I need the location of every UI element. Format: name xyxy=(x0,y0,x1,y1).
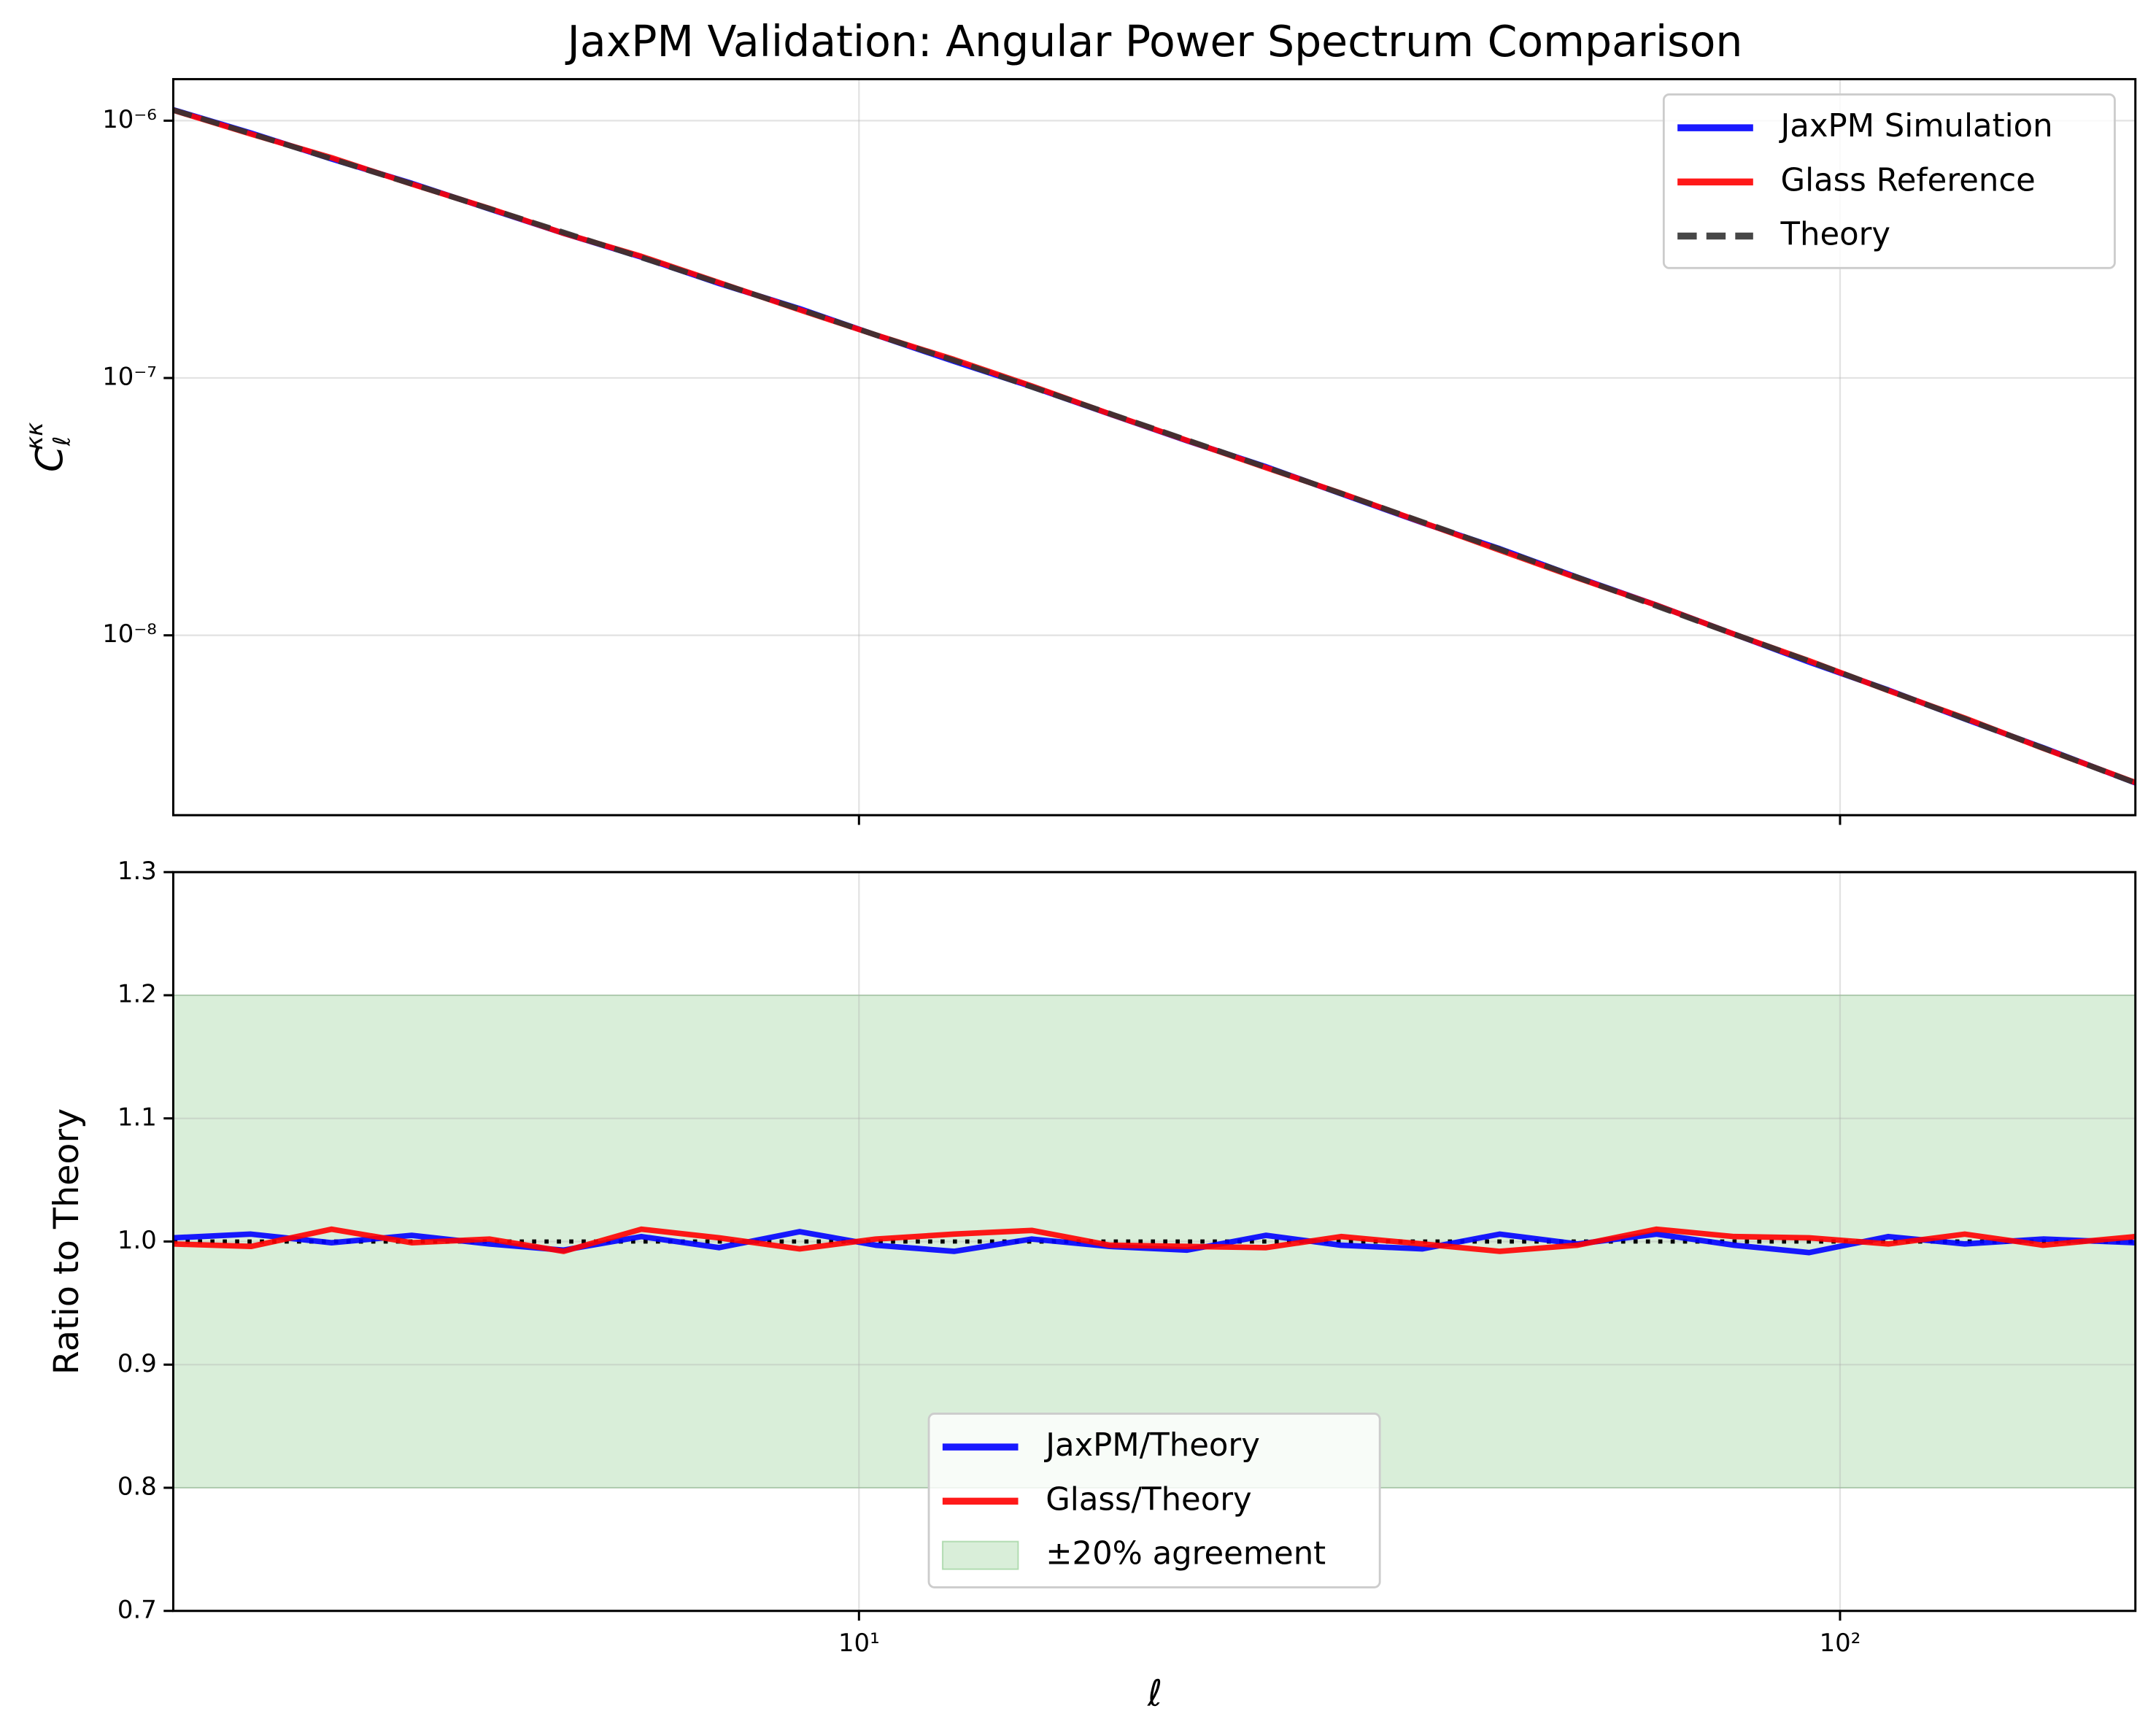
y-tick-label: 1.3 xyxy=(117,857,157,886)
legend-label: Glass/Theory xyxy=(1046,1481,1251,1518)
y-tick-label: 10⁻⁷ xyxy=(102,362,157,391)
legend-label: Glass Reference xyxy=(1781,162,2036,198)
y-axis-label: Cℓκκ xyxy=(20,422,76,472)
y-tick-label: 0.9 xyxy=(117,1349,157,1378)
y-tick-label: 1.2 xyxy=(117,979,157,1008)
series-line xyxy=(173,1226,2136,1254)
plot-area xyxy=(173,79,2136,816)
legend-label: JaxPM Simulation xyxy=(1779,108,2053,144)
legend-swatch xyxy=(941,1540,1019,1570)
y-label-base: C xyxy=(29,446,72,472)
y-label-sub: ℓ xyxy=(48,436,76,447)
chart-title: JaxPM Validation: Angular Power Spectrum… xyxy=(565,17,1743,66)
x-tick-label: 10¹ xyxy=(838,1629,880,1658)
x-tick-label: 10² xyxy=(1820,1629,1861,1658)
y-axis-label: Ratio to Theory xyxy=(47,1108,87,1375)
legend: JaxPM Simulation Glass Reference Theory xyxy=(1662,93,2116,269)
legend-box xyxy=(1662,93,2116,269)
x-axis-label: ℓ xyxy=(1147,1672,1162,1714)
legend-label: Theory xyxy=(1780,216,1891,252)
legend-box xyxy=(927,1413,1381,1588)
legend: JaxPM/Theory Glass/Theory ±20% agreement xyxy=(927,1413,1381,1588)
y-tick-label: 10⁻⁸ xyxy=(102,619,157,649)
y-tick-label: 1.1 xyxy=(117,1103,157,1132)
y-tick-label: 1.0 xyxy=(117,1226,157,1255)
y-tick-label: 0.7 xyxy=(117,1595,157,1624)
axes-frame xyxy=(171,77,2137,816)
legend-label: ±20% agreement xyxy=(1046,1535,1326,1572)
plot-area xyxy=(173,872,2136,1611)
y-label-sup: κκ xyxy=(20,422,48,450)
series-line xyxy=(173,107,2136,786)
y-tick-label: 0.8 xyxy=(117,1472,157,1501)
legend-label: JaxPM/Theory xyxy=(1043,1427,1260,1464)
y-tick-label: 10⁻⁶ xyxy=(102,105,157,134)
